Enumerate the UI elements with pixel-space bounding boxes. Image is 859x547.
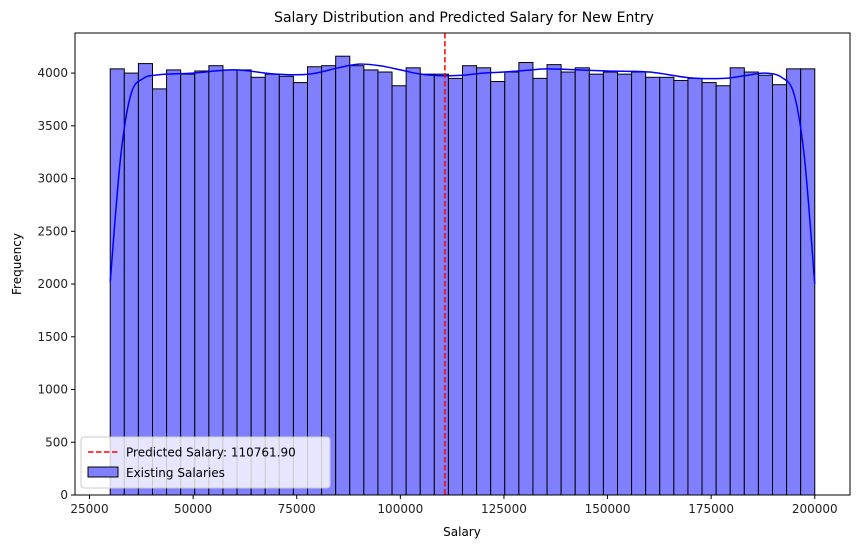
histogram-bar — [645, 76, 661, 496]
histogram-bar — [687, 77, 703, 496]
histogram-bar — [743, 71, 759, 496]
histogram-bar — [321, 65, 337, 496]
histogram-bar — [208, 65, 224, 496]
x-axis-ticks: 25000 50000 75000 100000 125000 150000 175000 2… — [70, 495, 838, 516]
histogram-bar — [377, 71, 393, 496]
histogram-bar — [659, 76, 675, 496]
histogram-bar — [405, 67, 421, 496]
histogram-bar — [504, 71, 520, 496]
y-axis-ticks: 0 500 1000 1500 2000 2500 3000 3500 4000 — [37, 66, 75, 502]
histogram-bar — [574, 67, 590, 496]
histogram-bar — [447, 77, 463, 496]
histogram-bar — [800, 68, 816, 496]
x-tick-label: 175000 — [688, 502, 734, 516]
histogram-bar — [152, 88, 168, 496]
x-tick-label: 150000 — [585, 502, 631, 516]
histogram-bar — [518, 62, 534, 496]
x-tick-label: 200000 — [792, 502, 838, 516]
histogram-bar — [363, 69, 379, 496]
y-tick-label: 0 — [60, 488, 68, 502]
histogram-bar — [264, 73, 280, 496]
legend-predicted-label: Predicted Salary: 110761.90 — [126, 446, 296, 460]
x-tick-label: 75000 — [278, 502, 316, 516]
histogram-bar — [180, 73, 196, 496]
x-tick-label: 125000 — [481, 502, 527, 516]
histogram-bar — [786, 68, 802, 496]
histogram-bar — [137, 63, 153, 496]
x-tick-label: 25000 — [70, 502, 108, 516]
y-tick-label: 1500 — [37, 330, 68, 344]
histogram-bar — [617, 73, 633, 496]
histogram-bar — [490, 81, 506, 496]
histogram-bar — [307, 66, 323, 496]
histogram-bar — [109, 68, 125, 496]
histogram-bar — [391, 85, 407, 496]
y-tick-label: 2500 — [37, 224, 68, 238]
histogram-bar — [123, 72, 139, 496]
histogram-bar — [772, 84, 788, 496]
histogram-bar — [250, 76, 266, 496]
chart-title: Salary Distribution and Predicted Salary… — [274, 10, 654, 26]
legend: Predicted Salary: 110761.90 Existing Sal… — [80, 436, 331, 489]
histogram-bar — [715, 85, 731, 496]
x-tick-label: 100000 — [377, 502, 423, 516]
histogram-bar — [588, 73, 604, 496]
histogram-bar — [729, 67, 745, 496]
y-tick-label: 3500 — [37, 119, 68, 133]
y-tick-label: 3000 — [37, 172, 68, 186]
histogram-bar — [194, 70, 210, 496]
histogram-bar — [546, 64, 562, 496]
y-tick-label: 4000 — [37, 66, 68, 80]
histogram-bar — [335, 55, 351, 496]
histogram-bar — [602, 71, 619, 496]
histogram-bar — [476, 67, 492, 496]
histogram-bar — [292, 82, 308, 496]
histogram-bar — [462, 65, 478, 496]
y-tick-label: 1000 — [37, 383, 68, 397]
plot-frame — [74, 32, 851, 496]
kde-curve — [109, 63, 816, 285]
histogram-bar — [560, 71, 576, 496]
y-axis-label: Frequency — [10, 233, 24, 295]
histogram-bar — [166, 69, 182, 496]
legend-box — [80, 436, 331, 489]
histogram-bar — [419, 73, 435, 496]
histogram-bars — [109, 55, 816, 496]
x-axis-label: Salary — [443, 525, 481, 539]
histogram-bar — [757, 74, 774, 496]
x-tick-label: 50000 — [174, 502, 212, 516]
legend-existing-swatch — [87, 466, 119, 478]
legend-existing-label: Existing Salaries — [126, 466, 225, 480]
histogram-bar — [631, 71, 647, 496]
histogram-bar — [222, 69, 238, 496]
histogram-bar — [433, 73, 449, 496]
histogram-bar — [349, 65, 365, 496]
histogram-bar — [701, 82, 717, 496]
y-tick-label: 2000 — [37, 277, 68, 291]
kde-curve-layer — [109, 63, 816, 285]
histogram-bar — [236, 69, 252, 496]
histogram-bar — [673, 79, 689, 496]
y-tick-label: 500 — [45, 435, 68, 449]
histogram-bar — [278, 75, 294, 496]
histogram-bar — [532, 77, 548, 496]
